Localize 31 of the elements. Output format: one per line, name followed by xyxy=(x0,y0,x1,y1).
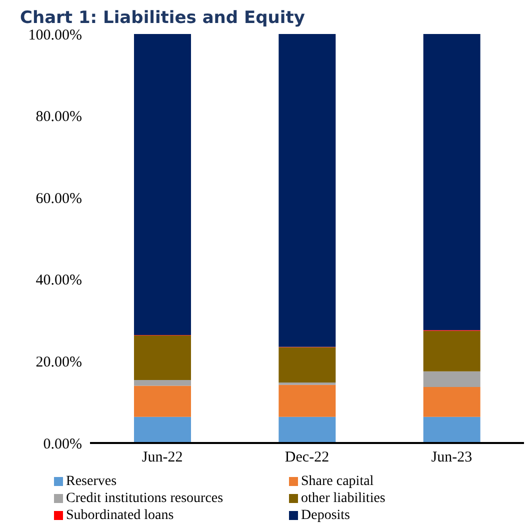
bar xyxy=(134,380,191,386)
bar xyxy=(134,34,191,336)
bar xyxy=(134,335,191,380)
bar xyxy=(134,416,191,443)
chart-title: Chart 1: Liabilities and Equity xyxy=(19,8,306,28)
x-tick-label: Jun-23 xyxy=(431,450,472,466)
y-tick-label: 0.00% xyxy=(43,436,82,452)
legend-label: Share capital xyxy=(301,473,374,490)
bar xyxy=(278,384,336,417)
bar xyxy=(278,347,336,382)
legend-label: Credit institutions resources xyxy=(66,490,224,507)
bar xyxy=(423,330,480,372)
bar xyxy=(134,386,191,417)
legend-label: other liabilities xyxy=(301,490,386,507)
bar xyxy=(278,34,336,347)
bar xyxy=(423,386,480,417)
legend-label: Reserves xyxy=(66,473,117,490)
y-tick-label: 40.00% xyxy=(36,272,82,289)
y-tick-label: 20.00% xyxy=(36,354,82,371)
legend-label: Subordinated loans xyxy=(66,507,174,524)
x-tick-label: Jun-22 xyxy=(142,450,183,466)
x-tick-label: Dec-22 xyxy=(284,450,330,466)
bar xyxy=(278,416,336,443)
bar xyxy=(278,382,336,385)
bar xyxy=(423,371,480,387)
bar xyxy=(423,34,480,330)
y-tick-label: 80.00% xyxy=(36,109,82,126)
y-tick-label: 60.00% xyxy=(36,190,82,207)
bar xyxy=(423,416,480,443)
y-tick-label: 100.00% xyxy=(28,27,82,44)
legend-label: Deposits xyxy=(301,507,350,524)
